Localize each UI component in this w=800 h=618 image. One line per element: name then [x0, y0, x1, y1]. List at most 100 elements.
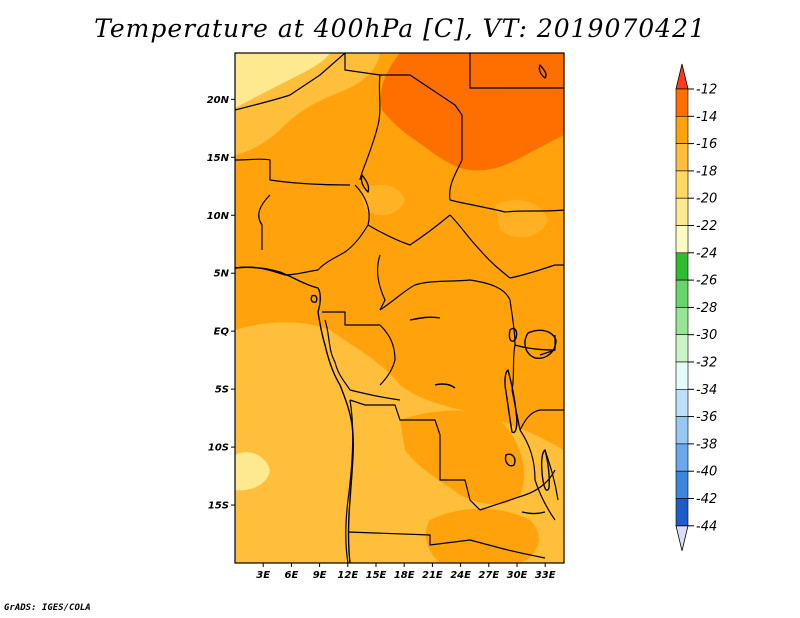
border-line	[499, 547, 546, 559]
border-line	[376, 254, 386, 311]
colorbar-label: -24	[696, 246, 717, 261]
border-line	[347, 531, 501, 549]
lat-tick-label: 5S	[215, 385, 229, 396]
colorbar-segment	[675, 225, 689, 254]
colorbar-label: -12	[696, 83, 717, 98]
colorbar-label: -22	[696, 219, 717, 234]
border-line	[349, 389, 401, 401]
border-line	[379, 279, 511, 311]
colorbar-label: -14	[696, 110, 717, 125]
border-line	[449, 214, 511, 279]
colorbar-segment	[675, 252, 689, 281]
country-borders	[235, 53, 564, 563]
border-line	[324, 319, 351, 391]
lake-malawi	[540, 449, 550, 491]
border-line	[344, 53, 463, 160]
border-line	[258, 194, 271, 250]
lat-tick-label: EQ	[214, 327, 230, 338]
field-region-northwest-light	[235, 53, 330, 108]
lon-tick-label: 15E	[366, 570, 387, 581]
colorbar-segment	[675, 143, 689, 172]
lon-tick-label: 21E	[422, 570, 443, 581]
lon-tick-label: 3E	[256, 570, 270, 581]
colorbar-label: -16	[696, 137, 717, 152]
colorbar-segment	[675, 334, 689, 363]
chart-title: Temperature at 400hPa [C], VT: 201907042…	[94, 14, 706, 43]
colorbar-segment	[675, 116, 689, 144]
colorbar-segment	[675, 470, 689, 499]
colorbar-segment	[675, 88, 689, 117]
coastline	[235, 266, 354, 563]
colorbar-bottom-arrow	[675, 525, 689, 551]
lat-tick-label: 5N	[214, 269, 230, 280]
lon-tick-label: 6E	[285, 570, 299, 581]
lat-tick-label: 15S	[208, 501, 229, 512]
colorbar-segment	[675, 197, 689, 226]
footer-credit: GrADS: IGES/COLA	[4, 603, 91, 613]
lake-tanganyika	[504, 369, 518, 434]
border-line	[379, 324, 396, 386]
lake	[310, 294, 318, 303]
colorbar-segment	[675, 443, 689, 472]
field-patch-east	[495, 200, 548, 238]
field-region-southeast	[400, 410, 524, 505]
colorbar-segment	[675, 498, 689, 527]
colorbar-label: -32	[696, 356, 717, 371]
colorbar-segment	[675, 388, 689, 417]
border-line	[509, 264, 564, 279]
border-line	[449, 199, 564, 213]
colorbar: -12 -14 -16 -18 -20 -22 -24 -26 -28 -30 -32 -34 -36 -…	[675, 63, 717, 551]
colorbar-segment	[675, 307, 689, 335]
border-line	[317, 184, 370, 271]
colorbar-label: -44	[696, 519, 717, 534]
lon-tick-label: 33E	[535, 570, 556, 581]
lon-tick-label: 24E	[450, 570, 471, 581]
coastlines-and-lakes	[235, 64, 557, 563]
border-line	[449, 159, 463, 201]
lon-tick-label: 27E	[478, 570, 499, 581]
colorbar-segment	[675, 170, 689, 199]
river-segment	[409, 316, 441, 321]
lon-tick-label: 9E	[313, 570, 327, 581]
border-line	[367, 214, 451, 246]
map-frame	[234, 52, 565, 564]
lake-mweru	[504, 453, 516, 467]
field-patch-central	[360, 184, 405, 216]
border-line	[539, 335, 556, 356]
lake-albert	[508, 327, 518, 342]
colorbar-label: -42	[696, 492, 717, 507]
border-line	[349, 399, 481, 511]
lake	[360, 174, 370, 193]
colorbar-segment	[675, 416, 689, 445]
colorbar-label: -34	[696, 383, 717, 398]
border-line	[469, 53, 564, 89]
colorbar-segment	[675, 361, 689, 390]
lon-tick-label: 18E	[394, 570, 415, 581]
border-line	[235, 158, 351, 186]
lat-tick-label: 10S	[208, 443, 229, 454]
colorbar-label: -28	[696, 301, 717, 316]
colorbar-label: -38	[696, 437, 717, 452]
border-line	[519, 409, 564, 431]
longitude-axis: 3E 6E 9E 12E 15E 18E 21E 24E 27E 30E 33E	[256, 563, 556, 581]
lake-victoria	[524, 329, 557, 359]
temperature-field	[235, 53, 564, 563]
border-line	[235, 53, 346, 111]
colorbar-label: -20	[696, 192, 717, 207]
colorbar-label: -26	[696, 274, 717, 289]
field-region-southeast-2	[425, 508, 539, 563]
colorbar-label: -36	[696, 410, 717, 425]
latitude-axis: 20N 15N 10N 5N EQ 5S 10S 15S	[207, 95, 235, 512]
border-line	[359, 74, 381, 181]
lat-tick-label: 20N	[207, 95, 230, 106]
border-line	[322, 311, 380, 326]
border-line	[519, 429, 556, 521]
colorbar-label: -30	[696, 328, 717, 343]
field-region-southwest-light	[235, 452, 270, 491]
lat-tick-label: 15N	[207, 153, 230, 164]
border-line	[514, 344, 556, 351]
colorbar-segment	[675, 279, 689, 308]
colorbar-label: -18	[696, 164, 717, 179]
lon-tick-label: 12E	[337, 570, 358, 581]
